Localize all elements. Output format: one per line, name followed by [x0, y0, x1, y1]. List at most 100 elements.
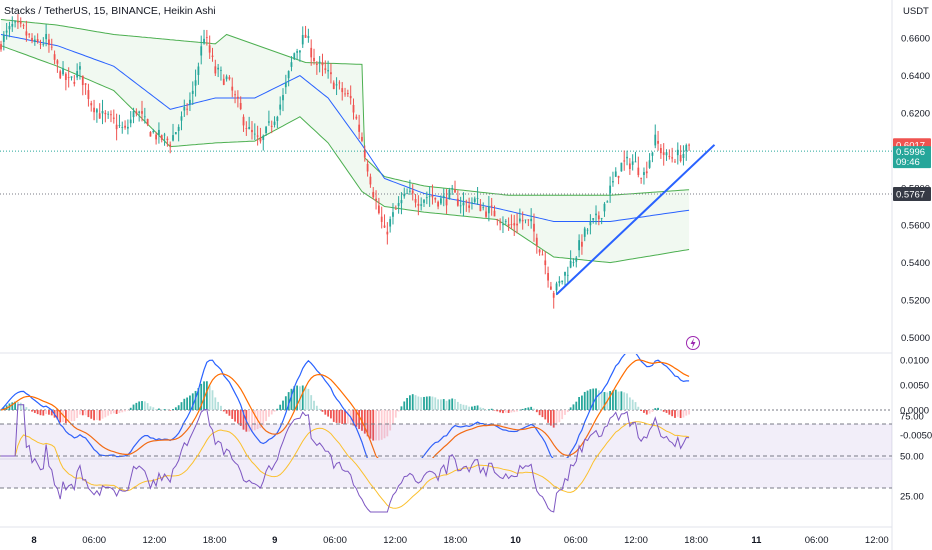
- macd-bar: [234, 410, 236, 422]
- candle-body: [502, 224, 504, 226]
- macd-bar: [662, 410, 665, 412]
- candle-body: [180, 116, 183, 121]
- macd-bar: [380, 410, 383, 440]
- candle-body: [22, 25, 25, 27]
- macd-bar: [186, 397, 189, 410]
- macd-bar: [392, 410, 394, 424]
- bollinger-lower-line: [0, 45, 690, 264]
- candle-body: [552, 293, 555, 298]
- candle-body: [521, 220, 524, 222]
- macd-bar: [521, 408, 524, 410]
- candle-body: [417, 203, 420, 206]
- macd-bar: [296, 385, 298, 410]
- macd-bar: [654, 408, 657, 410]
- candle-body: [84, 83, 87, 85]
- candle-body: [482, 207, 485, 209]
- macd-bar: [76, 410, 79, 418]
- candle-body: [414, 199, 417, 203]
- time-axis-label: 06:00: [805, 535, 829, 546]
- macd-bar: [386, 410, 389, 437]
- candle-body: [606, 201, 609, 203]
- candle-body: [392, 212, 394, 217]
- price-tick-label: 0.5600: [901, 221, 930, 232]
- macd-bar: [48, 410, 50, 415]
- lightning-icon-bolt: [690, 338, 696, 349]
- macd-bar: [454, 399, 456, 410]
- candle-body: [569, 260, 572, 268]
- macd-bar: [33, 410, 36, 413]
- lightning-icon[interactable]: [686, 336, 700, 350]
- candle-body: [67, 77, 70, 78]
- candle-body: [59, 71, 62, 79]
- macd-bar: [682, 410, 685, 418]
- candle-body: [363, 150, 366, 158]
- macd-bar: [586, 390, 589, 410]
- candle-body: [471, 202, 473, 204]
- candle-body: [614, 171, 617, 177]
- macd-bar: [214, 397, 217, 410]
- candle-body: [626, 156, 628, 159]
- price-tick-label: 0.5400: [901, 258, 930, 269]
- macd-bar: [541, 410, 544, 418]
- macd-bar: [253, 410, 256, 431]
- time-axis-label: 06:00: [82, 535, 106, 546]
- macd-bar: [510, 410, 513, 413]
- macd-bar: [513, 410, 516, 413]
- candle-body: [541, 254, 544, 256]
- macd-bar: [609, 391, 612, 410]
- candle-body: [662, 152, 665, 155]
- last-price-tag: 0.5996: [896, 147, 925, 158]
- candle-body: [222, 78, 225, 85]
- macd-bar: [440, 399, 442, 410]
- candle-body: [600, 217, 603, 219]
- macd-bar: [358, 410, 361, 429]
- macd-bar: [631, 399, 634, 410]
- macd-bar: [90, 410, 93, 419]
- candle-body: [183, 107, 186, 111]
- macd-bar: [87, 410, 90, 418]
- macd-bar: [155, 409, 157, 410]
- candle-body: [127, 126, 129, 129]
- macd-bar: [643, 410, 645, 413]
- candle-body: [76, 71, 79, 78]
- candle-body: [208, 45, 211, 53]
- macd-bar: [101, 410, 104, 419]
- candle-body: [572, 262, 575, 264]
- macd-bar: [251, 410, 253, 432]
- macd-bar: [471, 406, 473, 410]
- candle-body: [383, 225, 386, 228]
- macd-bar: [659, 409, 662, 411]
- macd-bar: [217, 401, 220, 410]
- candle-body: [152, 131, 155, 133]
- candle-body: [400, 200, 403, 204]
- candle-body: [499, 222, 502, 224]
- candle-body: [225, 76, 228, 80]
- macd-bar: [290, 388, 293, 410]
- candle-body: [93, 107, 95, 113]
- candle-body: [595, 213, 597, 216]
- macd-bar: [575, 401, 578, 410]
- candle-body: [0, 44, 2, 50]
- rsi-tick-label: 50.00: [900, 452, 924, 463]
- macd-bar: [589, 389, 592, 410]
- time-axis-label: 18:00: [684, 535, 708, 546]
- candle-body: [409, 190, 411, 192]
- candle-body: [197, 66, 200, 75]
- candle-body: [659, 148, 662, 154]
- candle-body: [307, 35, 310, 38]
- macd-bar: [93, 410, 95, 421]
- candle-body: [95, 109, 98, 113]
- macd-bar: [180, 402, 183, 410]
- candle-body: [445, 199, 448, 206]
- macd-bar: [270, 410, 273, 415]
- macd-bar: [222, 410, 225, 412]
- candle-body: [110, 114, 112, 116]
- macd-bar: [516, 410, 518, 412]
- macd-bar: [127, 410, 129, 411]
- candle-body: [423, 199, 425, 203]
- macd-bar: [169, 410, 172, 411]
- candle-body: [657, 140, 659, 144]
- candle-body: [485, 211, 487, 217]
